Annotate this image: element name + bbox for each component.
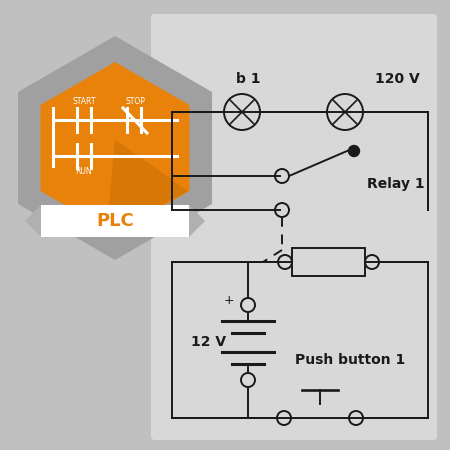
Text: Push button 1: Push button 1 [295, 353, 405, 367]
Text: 12 V: 12 V [191, 335, 226, 349]
Polygon shape [25, 205, 41, 237]
Text: PLC: PLC [96, 212, 134, 230]
Text: 120 V: 120 V [374, 72, 419, 86]
Polygon shape [40, 62, 189, 234]
Text: b 1: b 1 [236, 72, 260, 86]
Polygon shape [106, 140, 188, 234]
Circle shape [348, 145, 360, 157]
FancyBboxPatch shape [151, 14, 437, 440]
Polygon shape [18, 36, 212, 260]
Text: +: + [223, 294, 234, 307]
Bar [41, 205, 189, 237]
Text: Relay 1: Relay 1 [367, 177, 425, 191]
Polygon shape [189, 205, 205, 237]
Bar [292, 248, 365, 276]
Text: RUN: RUN [76, 167, 92, 176]
Text: START: START [72, 97, 96, 106]
Text: STOP: STOP [125, 97, 145, 106]
